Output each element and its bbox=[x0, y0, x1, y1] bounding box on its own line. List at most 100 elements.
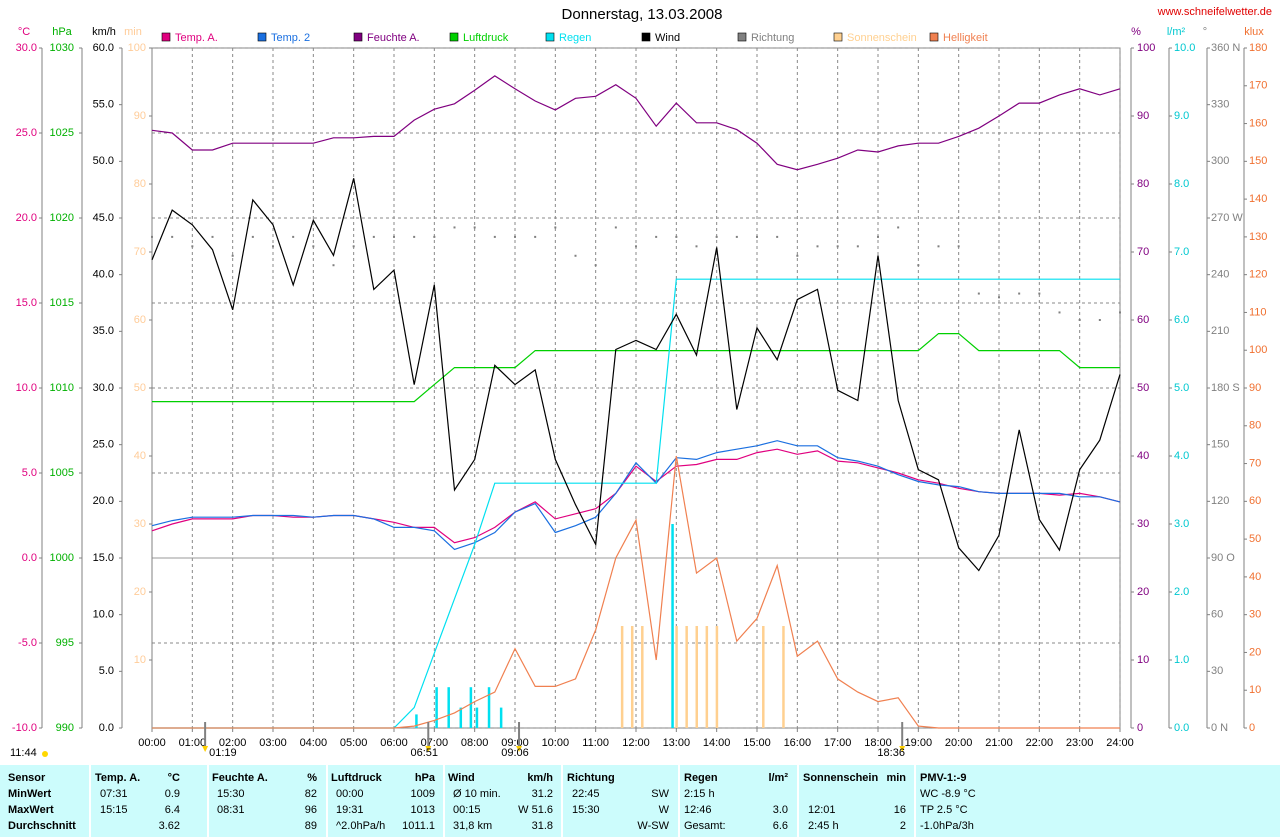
y-tick-label: 1000 bbox=[50, 552, 74, 564]
table-background bbox=[0, 765, 1280, 837]
direction-dot bbox=[695, 245, 698, 248]
y-tick-label: 90 O bbox=[1211, 552, 1235, 564]
table-cell: 15:15 bbox=[100, 804, 128, 816]
y-tick-label: 30 bbox=[1137, 518, 1149, 530]
x-tick-label: 14:00 bbox=[703, 737, 731, 749]
y-tick-label: 20 bbox=[1137, 586, 1149, 598]
y-tick-label: 10.0 bbox=[16, 382, 37, 394]
annotation-arrow bbox=[899, 746, 906, 752]
y-tick-label: 4.0 bbox=[1174, 450, 1189, 462]
y-tick-label: 90 bbox=[1137, 110, 1149, 122]
y-tick-label: 300 bbox=[1211, 155, 1229, 167]
direction-dot bbox=[715, 235, 718, 238]
bar bbox=[641, 626, 644, 728]
direction-dot bbox=[1098, 319, 1101, 321]
table-cell: 3.62 bbox=[159, 820, 180, 832]
table-cell: W bbox=[659, 804, 670, 816]
y-tick-label: 990 bbox=[56, 722, 74, 734]
table-cell: 22:45 bbox=[572, 788, 600, 800]
table-cell: 15:30 bbox=[572, 804, 600, 816]
axis-unit: hPa bbox=[52, 26, 72, 38]
y-tick-label: 0 bbox=[1249, 722, 1255, 734]
table-cell: WC -8.9 °C bbox=[920, 788, 976, 800]
y-tick-label: -5.0 bbox=[18, 637, 37, 649]
direction-dot bbox=[1058, 311, 1061, 314]
table-cell: 00:15 bbox=[453, 804, 481, 816]
table-cell: 6.6 bbox=[773, 820, 788, 832]
table-header: Feuchte A. bbox=[212, 772, 268, 784]
y-tick-label: 90 bbox=[134, 110, 146, 122]
direction-dot bbox=[877, 235, 879, 238]
table-row-label: MaxWert bbox=[8, 804, 54, 816]
y-tick-label: 1.0 bbox=[1174, 654, 1189, 666]
table-cell: 0.9 bbox=[165, 788, 180, 800]
table-cell: 19:31 bbox=[336, 804, 364, 816]
y-tick-label: 55.0 bbox=[93, 99, 114, 111]
bar bbox=[715, 626, 719, 728]
x-tick-label: 24:00 bbox=[1106, 737, 1134, 749]
y-tick-label: 0.0 bbox=[1174, 722, 1189, 734]
y-tick-label: 1005 bbox=[50, 467, 74, 479]
x-tick-label: 11:00 bbox=[582, 737, 609, 749]
axis-unit: ° bbox=[1203, 26, 1207, 38]
direction-dot bbox=[796, 254, 799, 257]
bar bbox=[762, 626, 765, 728]
table-header: Wind bbox=[448, 772, 475, 784]
table-header: °C bbox=[168, 772, 180, 784]
x-tick-label: 02:00 bbox=[219, 737, 247, 749]
y-tick-label: 25.0 bbox=[93, 439, 114, 451]
y-tick-label: 3.0 bbox=[1174, 518, 1189, 530]
y-tick-label: 40 bbox=[1249, 571, 1261, 583]
y-tick-label: 210 bbox=[1211, 325, 1229, 337]
direction-dot bbox=[251, 235, 254, 238]
table-cell: 08:31 bbox=[217, 804, 245, 816]
y-tick-label: 20.0 bbox=[93, 495, 114, 507]
y-tick-label: 120 bbox=[1249, 269, 1267, 281]
y-tick-label: 1030 bbox=[50, 42, 74, 54]
direction-dot bbox=[514, 235, 516, 238]
legend-swatch bbox=[449, 32, 459, 42]
y-tick-label: 80 bbox=[1249, 420, 1261, 432]
table-cell: W 51.6 bbox=[518, 804, 553, 816]
direction-dot bbox=[433, 235, 436, 238]
legend-swatch bbox=[257, 32, 267, 42]
table-cell: 82 bbox=[305, 788, 317, 800]
legend-label: Richtung bbox=[751, 32, 794, 44]
direction-dot bbox=[756, 235, 758, 238]
y-tick-label: 1020 bbox=[50, 212, 74, 224]
table-header: Richtung bbox=[567, 772, 615, 784]
bar bbox=[782, 626, 785, 728]
direction-dot bbox=[231, 254, 234, 257]
table-cell: 1009 bbox=[411, 788, 435, 800]
direction-dot bbox=[574, 254, 577, 257]
y-tick-label: 1015 bbox=[50, 297, 74, 309]
y-tick-label: 270 W bbox=[1211, 212, 1243, 224]
table-header: Regen bbox=[684, 772, 718, 784]
y-tick-label: 100 bbox=[128, 42, 146, 54]
y-tick-label: 60 bbox=[1137, 314, 1149, 326]
table-cell: 00:00 bbox=[336, 788, 364, 800]
axis-unit: °C bbox=[18, 26, 30, 38]
y-tick-label: 7.0 bbox=[1174, 246, 1189, 258]
y-tick-label: 25.0 bbox=[16, 127, 37, 139]
y-tick-label: 10.0 bbox=[1174, 42, 1195, 54]
x-tick-label: 21:00 bbox=[985, 737, 1013, 749]
table-header: Luftdruck bbox=[331, 772, 383, 784]
bar bbox=[630, 626, 634, 728]
direction-dot bbox=[1038, 292, 1041, 295]
x-tick-label: 04:00 bbox=[300, 737, 328, 749]
direction-dot bbox=[1078, 319, 1081, 321]
y-tick-label: 8.0 bbox=[1174, 178, 1189, 190]
y-tick-label: 10 bbox=[1137, 654, 1149, 666]
legend-swatch bbox=[737, 32, 747, 42]
y-tick-label: 15.0 bbox=[93, 552, 114, 564]
direction-dot bbox=[594, 264, 597, 267]
table-cell: 89 bbox=[305, 820, 317, 832]
y-tick-label: 10.0 bbox=[93, 609, 114, 621]
direction-dot bbox=[1119, 311, 1121, 314]
y-tick-label: 0.0 bbox=[99, 722, 114, 734]
annotation-arrow bbox=[425, 746, 432, 752]
series-line bbox=[151, 178, 1121, 572]
direction-dot bbox=[151, 235, 153, 238]
